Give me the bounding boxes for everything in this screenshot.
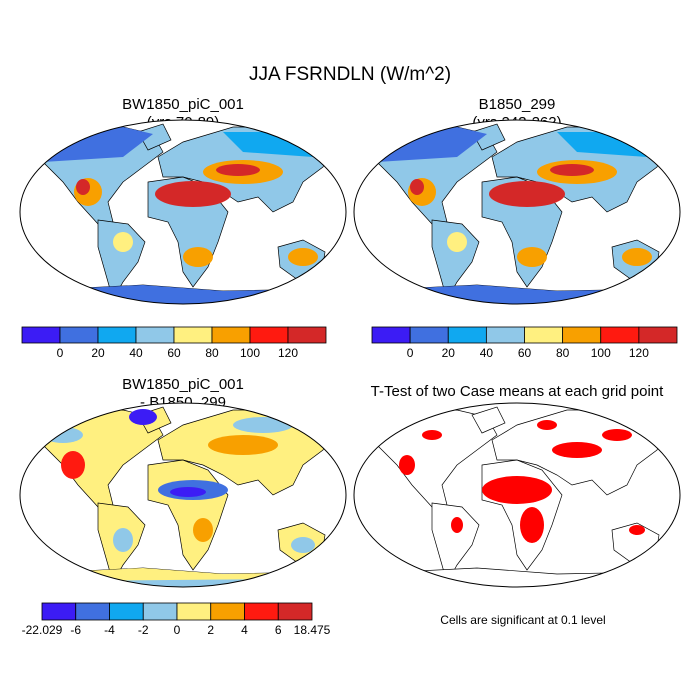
colorbar-label: 40 <box>129 346 143 360</box>
map <box>353 119 681 305</box>
colorbar-box <box>409 326 449 344</box>
colorbar-box <box>142 602 178 621</box>
colorbar-box <box>21 326 61 344</box>
colorbar-box <box>524 326 564 344</box>
colorbar-label: 6 <box>275 623 282 637</box>
colorbar-label: 80 <box>205 346 219 360</box>
colorbar-label: 2 <box>207 623 214 637</box>
figure-title: JJA FSRNDLN (W/m^2) <box>249 64 451 85</box>
colorbar-box <box>211 326 251 344</box>
colorbar-box <box>210 602 245 621</box>
colorbar-box <box>109 602 144 621</box>
colorbar-box <box>277 602 313 621</box>
panel-title: BW1850_piC_001 <box>122 376 244 393</box>
colorbar-label: 40 <box>480 346 494 360</box>
colorbar-label: 100 <box>591 346 611 360</box>
colorbar-box <box>41 602 77 621</box>
colorbar-box <box>75 602 110 621</box>
colorbar-label: 4 <box>241 623 248 637</box>
colorbar-label: 0 <box>174 623 181 637</box>
colorbar-label: 100 <box>240 346 260 360</box>
colorbar-label: -2 <box>138 623 149 637</box>
colorbar-box <box>249 326 289 344</box>
colorbar-box <box>562 326 602 344</box>
colorbar-label: 60 <box>167 346 181 360</box>
colorbar-box <box>371 326 411 344</box>
panel-title: T-Test of two Case means at each grid po… <box>371 383 664 400</box>
colorbar-box <box>600 326 640 344</box>
colorbar-box <box>447 326 487 344</box>
colorbar-label: 60 <box>518 346 532 360</box>
map <box>19 402 347 588</box>
colorbar-box <box>135 326 175 344</box>
colorbar-label: 20 <box>442 346 456 360</box>
colorbar-label: -22.029 <box>22 623 63 637</box>
map <box>353 402 681 588</box>
colorbars: 0 20 40 60 80 100 120 0 20 40 60 80 100 120-22.029 -6-… <box>21 326 678 637</box>
colorbar-label: 0 <box>57 346 64 360</box>
colorbar-box <box>97 326 137 344</box>
panel-title: BW1850_piC_001 <box>122 96 244 113</box>
colorbar-box <box>173 326 213 344</box>
panel-title: B1850_299 <box>479 96 556 113</box>
colorbar-label: -4 <box>104 623 115 637</box>
note: Cells are significant at 0.1 level <box>440 613 605 627</box>
colorbar-box <box>176 602 212 621</box>
colorbar-label: 120 <box>629 346 649 360</box>
colorbar-box <box>638 326 678 344</box>
colorbar-label: 80 <box>556 346 570 360</box>
colorbar-box <box>244 602 279 621</box>
colorbar-box <box>287 326 327 344</box>
colorbar-label: -6 <box>70 623 81 637</box>
colorbar-box <box>59 326 99 344</box>
colorbar-label: 18.475 <box>294 623 331 637</box>
colorbar-label: 20 <box>91 346 105 360</box>
colorbar-label: 120 <box>278 346 298 360</box>
colorbar-label: 0 <box>407 346 414 360</box>
map <box>19 119 347 305</box>
colorbar-box <box>485 326 525 344</box>
